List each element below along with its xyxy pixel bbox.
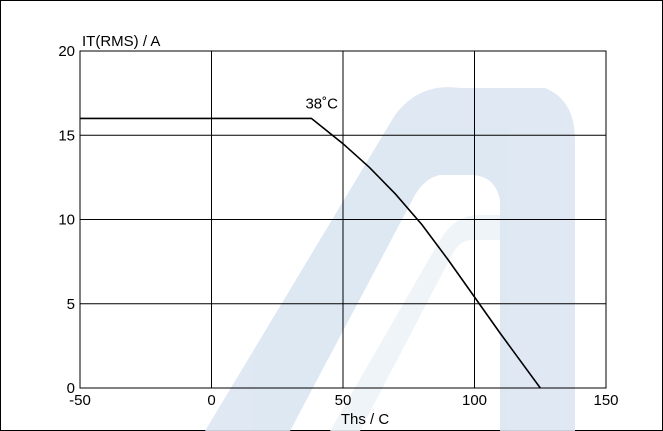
y-tick-label: 10: [58, 212, 75, 229]
annotation-label: 38˚C: [305, 95, 338, 112]
y-tick-label: 20: [58, 43, 75, 60]
y-tick-label: 0: [67, 380, 75, 397]
series-line: [80, 117, 541, 389]
y-tick-label: 15: [58, 127, 75, 144]
x-tick-labels: -50 0 50 100 150: [69, 392, 618, 409]
y-tick-label: 5: [67, 296, 75, 313]
x-tick-label: -50: [69, 392, 91, 409]
watermark-logo: [205, 87, 575, 431]
x-tick-label: 0: [207, 392, 215, 409]
x-axis-title: Ths / C: [341, 411, 390, 428]
x-tick-label: 100: [462, 392, 487, 409]
y-axis-title: IT(RMS) / A: [82, 33, 160, 50]
y-tick-labels: 0 5 10 15 20: [58, 43, 75, 397]
grid-lines: [80, 51, 606, 388]
x-tick-label: 50: [335, 392, 352, 409]
x-tick-label: 150: [593, 392, 618, 409]
